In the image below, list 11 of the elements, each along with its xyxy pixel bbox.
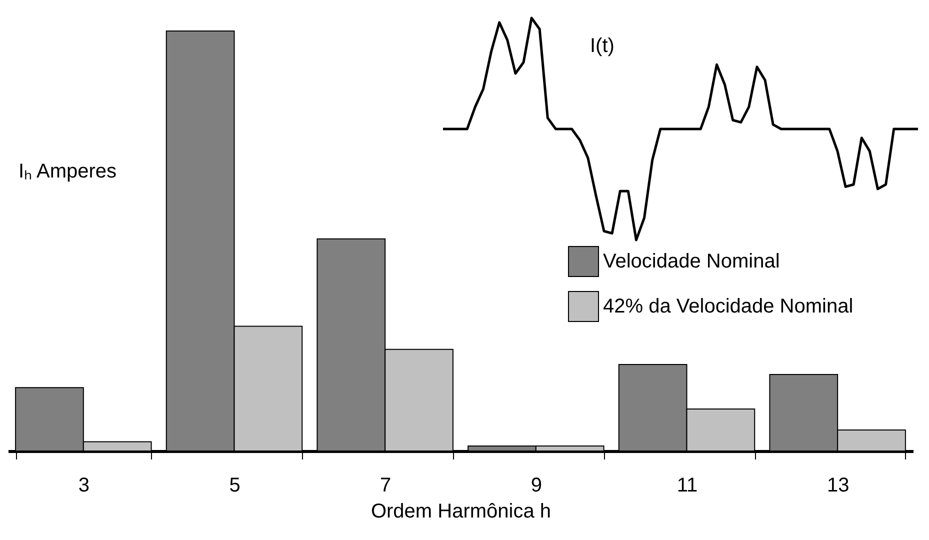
legend-label: Velocidade Nominal xyxy=(603,250,780,272)
x-tick-label: 11 xyxy=(676,474,698,496)
x-tick-label: 5 xyxy=(229,474,240,496)
annotation: I(t) xyxy=(590,35,614,58)
x-tick-label: 3 xyxy=(78,474,90,496)
x-tick-label: 13 xyxy=(826,474,850,496)
legend-label: 42% da Velocidade Nominal xyxy=(603,296,854,318)
x-tick-label: 9 xyxy=(530,474,542,496)
x-axis-title: Ordem Harmônica h xyxy=(370,500,552,522)
y-axis-title: Iₕ Amperes xyxy=(18,160,117,182)
x-tick-label: 7 xyxy=(380,474,392,496)
